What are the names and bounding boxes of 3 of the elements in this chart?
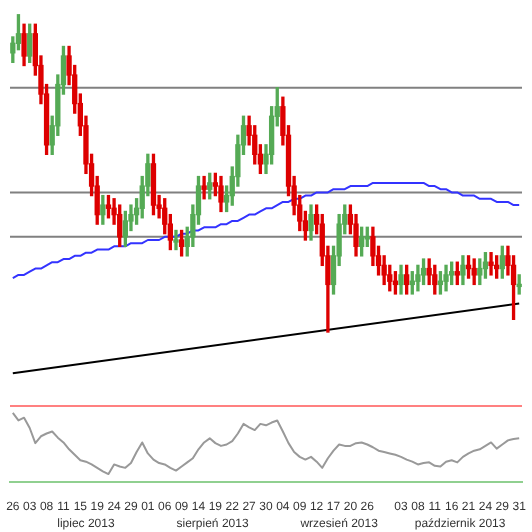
candlestick (173, 229, 179, 251)
candlestick (201, 175, 207, 200)
candlestick (488, 252, 494, 276)
